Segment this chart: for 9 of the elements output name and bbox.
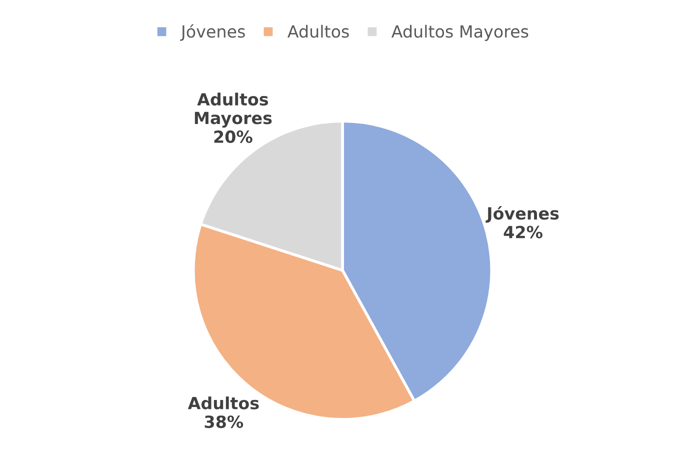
slice-label: Jóvenes [486,206,559,223]
legend-label: Jóvenes [180,24,245,41]
data-label: 42% [504,226,542,238]
data-label: 38% [204,415,244,428]
legend-label: Adultos [288,24,349,38]
legend-label: Adultos Mayores [391,24,528,41]
data-label: 20% [214,130,252,144]
slice-label: Adultos Mayores [194,92,272,128]
slice-label: Adultos [188,396,259,410]
